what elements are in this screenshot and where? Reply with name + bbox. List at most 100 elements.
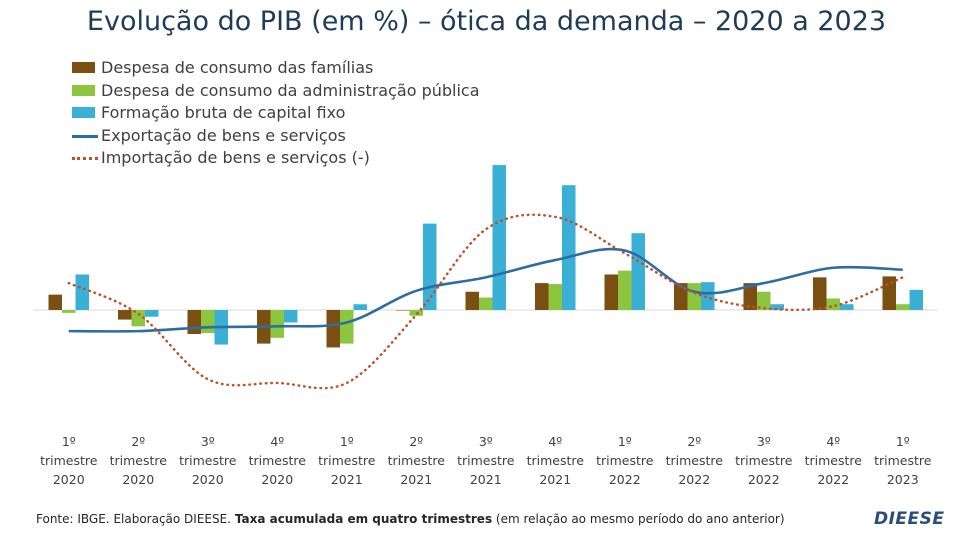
x-tick-label-8-3: 2021 bbox=[539, 472, 571, 487]
bar-2-4 bbox=[270, 310, 284, 338]
bar-1-1 bbox=[48, 294, 62, 310]
bar-2-12 bbox=[826, 298, 840, 310]
x-tick-label-4-2: trimestre bbox=[249, 453, 307, 468]
bar-3-7 bbox=[492, 165, 506, 310]
x-tick-label-10-2: trimestre bbox=[666, 453, 724, 468]
legend-item-importacao: Importação de bens e serviços (-) bbox=[72, 147, 480, 170]
bar-1-9 bbox=[604, 274, 618, 310]
bar-1-10 bbox=[674, 283, 688, 310]
x-tick-label-5-1: 1º bbox=[340, 434, 354, 449]
x-tick-label-5-2: trimestre bbox=[318, 453, 376, 468]
x-tick-label-1-2: trimestre bbox=[40, 453, 98, 468]
bar-1-11 bbox=[743, 283, 757, 310]
bar-3-12 bbox=[840, 304, 854, 310]
x-tick-label-10-3: 2022 bbox=[678, 472, 710, 487]
x-tick-label-9-3: 2022 bbox=[609, 472, 641, 487]
x-tick-label-2-3: 2020 bbox=[122, 472, 154, 487]
bar-3-6 bbox=[423, 223, 437, 310]
legend-item-exportacao: Exportação de bens e serviços bbox=[72, 125, 480, 148]
footer-bold-text: Taxa acumulada em quatro trimestres bbox=[234, 512, 493, 526]
x-tick-label-6-1: 2º bbox=[409, 434, 423, 449]
chart-plot: 1º trimestre 2020 2º trimestre 2020 3º trimestr… bbox=[34, 165, 938, 487]
bar-1-3 bbox=[187, 310, 201, 334]
legend-label-exportacao: Exportação de bens e serviços bbox=[101, 125, 346, 145]
legend-item-familias: Despesa de consumo das famílias bbox=[72, 57, 480, 80]
x-tick-label-3-2: trimestre bbox=[179, 453, 237, 468]
x-tick-label-13-3: 2023 bbox=[887, 472, 919, 487]
legend-item-capital: Formação bruta de capital fixo bbox=[72, 102, 480, 125]
legend-item-administracao: Despesa de consumo da administração públ… bbox=[72, 80, 480, 103]
bar-1-2 bbox=[118, 310, 132, 320]
bar-1-13 bbox=[882, 276, 896, 310]
x-tick-label-13-1: 1º bbox=[896, 434, 910, 449]
bar-2-10 bbox=[687, 283, 701, 310]
dieese-logo: DIEESE bbox=[874, 509, 945, 529]
x-tick-label-1-3: 2020 bbox=[53, 472, 85, 487]
bar-1-7 bbox=[465, 291, 479, 310]
footer-source: Fonte: IBGE. Elaboração DIEESE. Taxa acu… bbox=[36, 512, 785, 526]
legend-swatch-administracao bbox=[72, 84, 95, 96]
bar-3-11 bbox=[770, 304, 784, 310]
x-tick-label-11-2: trimestre bbox=[735, 453, 793, 468]
x-tick-label-13-2: trimestre bbox=[874, 453, 932, 468]
x-tick-label-5-3: 2021 bbox=[331, 472, 363, 487]
legend: Despesa de consumo das famílias Despesa … bbox=[72, 57, 480, 170]
line-importacao bbox=[67, 213, 904, 390]
x-tick-label-6-2: trimestre bbox=[388, 453, 446, 468]
x-tick-label-7-2: trimestre bbox=[457, 453, 515, 468]
bar-1-6 bbox=[396, 310, 410, 311]
x-tick-label-12-2: trimestre bbox=[805, 453, 863, 468]
bar-2-2 bbox=[131, 310, 145, 327]
legend-label-capital: Formação bruta de capital fixo bbox=[101, 103, 346, 122]
x-tick-label-6-3: 2021 bbox=[400, 472, 432, 487]
bar-2-8 bbox=[548, 284, 562, 310]
bar-2-9 bbox=[618, 270, 632, 310]
x-tick-label-4-1: 4º bbox=[270, 434, 284, 449]
bar-3-8 bbox=[562, 185, 576, 310]
bar-3-2 bbox=[145, 310, 159, 317]
x-tick-label-11-1: 3º bbox=[757, 434, 771, 449]
x-tick-label-4-3: 2020 bbox=[261, 472, 293, 487]
x-tick-label-7-3: 2021 bbox=[470, 472, 502, 487]
bar-2-3 bbox=[201, 310, 215, 334]
x-tick-label-8-2: trimestre bbox=[527, 453, 585, 468]
chart-title: Evolução do PIB (em %) – ótica da demand… bbox=[86, 6, 887, 37]
legend-line-exportacao bbox=[72, 134, 98, 138]
legend-swatch-familias bbox=[72, 62, 95, 73]
bar-1-12 bbox=[813, 277, 827, 310]
x-tick-label-12-1: 4º bbox=[826, 434, 840, 449]
bar-3-13 bbox=[909, 289, 923, 310]
x-tick-label-7-1: 3º bbox=[479, 434, 493, 449]
bar-3-5 bbox=[353, 304, 367, 310]
x-tick-label-2-2: trimestre bbox=[110, 453, 168, 468]
bar-2-5 bbox=[340, 310, 354, 344]
bar-3-4 bbox=[284, 310, 298, 323]
bar-2-1 bbox=[62, 310, 76, 313]
footer-source-text: Fonte: IBGE. Elaboração DIEESE. bbox=[36, 512, 235, 526]
x-tick-label-10-1: 2º bbox=[687, 434, 701, 449]
bar-1-5 bbox=[326, 310, 340, 348]
x-tick-label-2-1: 2º bbox=[131, 434, 145, 449]
legend-label-importacao: Importação de bens e serviços (-) bbox=[101, 148, 370, 167]
x-tick-label-9-1: 1º bbox=[618, 434, 632, 449]
bar-3-1 bbox=[75, 274, 89, 310]
legend-label-administracao: Despesa de consumo da administração públ… bbox=[101, 80, 480, 100]
line-exportacao bbox=[68, 247, 903, 333]
x-tick-label-8-1: 4º bbox=[548, 434, 562, 449]
x-tick-label-1-1: 1º bbox=[62, 434, 76, 449]
x-tick-label-12-3: 2022 bbox=[817, 472, 849, 487]
bar-2-11 bbox=[757, 291, 771, 310]
footer-rest-text: (em relação ao mesmo período do ano ante… bbox=[492, 512, 785, 526]
legend-line-importacao bbox=[72, 157, 98, 160]
x-tick-label-3-3: 2020 bbox=[192, 472, 224, 487]
legend-swatch-capital bbox=[72, 107, 95, 118]
x-tick-label-3-1: 3º bbox=[201, 434, 215, 449]
bar-3-10 bbox=[701, 282, 715, 310]
legend-label-familias: Despesa de consumo das famílias bbox=[101, 58, 374, 77]
bar-2-6 bbox=[409, 310, 423, 316]
bar-1-8 bbox=[535, 283, 549, 310]
bar-2-7 bbox=[479, 297, 493, 310]
bar-2-13 bbox=[896, 304, 910, 310]
bar-3-9 bbox=[631, 233, 645, 310]
x-tick-label-9-2: trimestre bbox=[596, 453, 654, 468]
